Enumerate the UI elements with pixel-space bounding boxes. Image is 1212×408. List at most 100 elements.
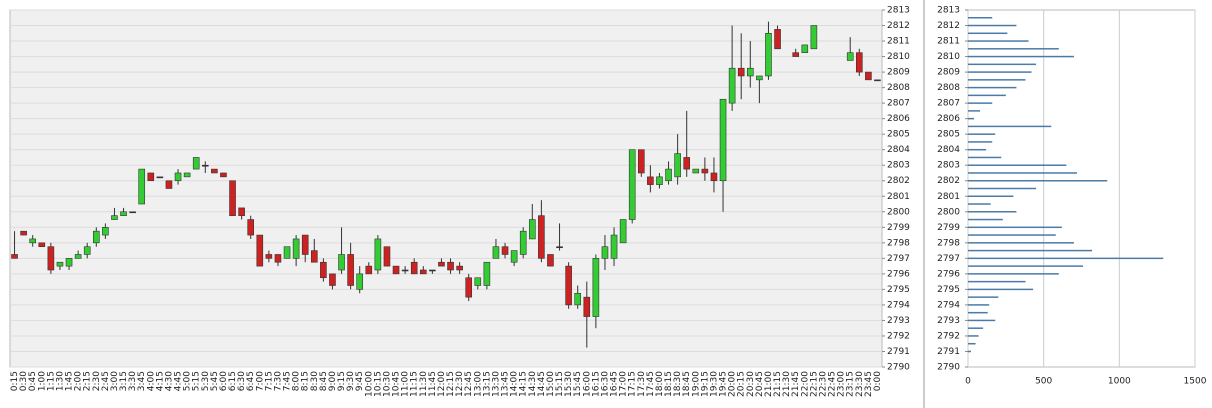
y-tick-label: 2800 [937, 207, 960, 217]
y-tick-label: 2796 [887, 269, 910, 279]
bar [968, 249, 1093, 252]
y-tick-label: 2812 [937, 21, 960, 31]
x-tick-label: 17:00 [619, 371, 629, 397]
y-tick-label: 2800 [887, 207, 910, 217]
y-tick-label: 2813 [887, 6, 910, 16]
x-tick-label: 2:15 [83, 371, 93, 391]
candle-body [601, 246, 609, 259]
x-tick-label: 4:45 [174, 371, 184, 391]
x-tick-label: 14:15 [519, 371, 529, 397]
candle-body [310, 250, 318, 263]
candle-body [483, 261, 491, 286]
y-tick-label: 2801 [887, 192, 910, 202]
x-tick-label: 3:45 [137, 371, 147, 391]
x-tick-label: 16:30 [600, 371, 610, 397]
bar [968, 288, 1034, 291]
y-tick-label: 2798 [887, 238, 910, 248]
x-tick-label: 6:30 [237, 371, 247, 391]
y-tick-label: 2809 [937, 68, 960, 78]
candle-body [274, 254, 282, 263]
candle-body [801, 44, 809, 53]
candle-body [356, 273, 364, 290]
x-tick-label: 18:15 [664, 371, 674, 397]
candle-body [610, 234, 618, 259]
x-tick-label: 15:30 [564, 371, 574, 397]
x-tick-label: 6:45 [246, 371, 256, 391]
x-tick-label: 11:30 [419, 371, 429, 397]
x-tick-label: 1000 [1108, 377, 1131, 387]
bar [968, 133, 996, 135]
x-tick-label: 4:00 [146, 371, 156, 391]
candle-body [111, 215, 118, 220]
x-tick-label: 10:15 [373, 371, 383, 397]
candle-body [102, 227, 109, 236]
x-tick-label: 12:30 [455, 371, 465, 397]
candle-body [11, 254, 18, 259]
bar [968, 195, 1014, 198]
y-tick-label: 2802 [937, 176, 960, 186]
bar [968, 234, 1056, 236]
x-tick-label: 3:00 [110, 371, 120, 391]
x-tick-label: 5:45 [210, 371, 220, 391]
x-tick-label: 2:45 [101, 371, 111, 391]
bar [968, 311, 988, 314]
candle-body [583, 296, 591, 317]
bar [968, 102, 993, 104]
candle-body [674, 153, 681, 178]
y-tick-label: 2809 [887, 68, 910, 78]
bar [968, 24, 1017, 27]
x-tick-label: 8:15 [301, 371, 311, 391]
bar [968, 242, 1074, 244]
x-tick-label: 17:30 [637, 371, 647, 397]
candle-body [156, 176, 164, 179]
candle-body [765, 32, 772, 77]
y-tick-label: 2806 [937, 114, 960, 124]
candle-body [737, 67, 745, 77]
bar [968, 265, 1084, 267]
candle-body [665, 168, 672, 182]
x-tick-label: 5:30 [201, 371, 211, 391]
candle-body [792, 52, 800, 57]
x-tick-label: 15:15 [555, 371, 565, 397]
x-tick-label: 21:00 [764, 371, 774, 397]
x-tick-label: 18:45 [682, 371, 692, 397]
candle-body [701, 168, 709, 174]
x-tick-label: 7:30 [273, 371, 283, 391]
x-tick-label: 12:15 [446, 371, 456, 397]
candle-body [83, 246, 91, 255]
x-tick-label: 14:00 [510, 371, 520, 397]
y-tick-label: 2806 [887, 114, 910, 124]
x-tick-label: 13:15 [482, 371, 492, 397]
x-tick-label: 2:00 [74, 371, 84, 391]
x-tick-label: 1:45 [65, 371, 75, 391]
x-tick-label: 20:45 [755, 371, 765, 397]
y-tick-label: 2795 [887, 285, 910, 295]
candle-body [183, 172, 191, 178]
candle-body [556, 246, 563, 249]
x-tick-label: 17:15 [628, 371, 638, 397]
y-tick-label: 2795 [937, 285, 960, 295]
y-tick-label: 2808 [937, 83, 960, 93]
candle-body [510, 250, 518, 263]
x-tick-label: 13:45 [501, 371, 511, 397]
candle-body [474, 277, 482, 286]
y-tick-label: 2804 [937, 145, 960, 155]
y-tick-label: 2813 [937, 6, 960, 16]
x-tick-label: 9:15 [337, 371, 347, 391]
x-tick-label: 3:30 [128, 371, 138, 391]
bar [968, 71, 1032, 73]
x-tick-label: 0 [965, 377, 971, 387]
x-tick-label: 7:45 [283, 371, 293, 391]
x-tick-label: 22:15 [809, 371, 819, 397]
bar [968, 172, 1077, 174]
x-tick-label: 20:30 [746, 371, 756, 397]
x-tick-label: 500 [1035, 377, 1052, 387]
candle-body [220, 172, 227, 178]
candle-body [383, 246, 391, 267]
bar [968, 141, 993, 143]
bar [968, 110, 981, 112]
y-tick-label: 2805 [937, 130, 960, 140]
x-tick-label: 9:45 [355, 371, 365, 391]
x-tick-label: 9:30 [346, 371, 356, 391]
